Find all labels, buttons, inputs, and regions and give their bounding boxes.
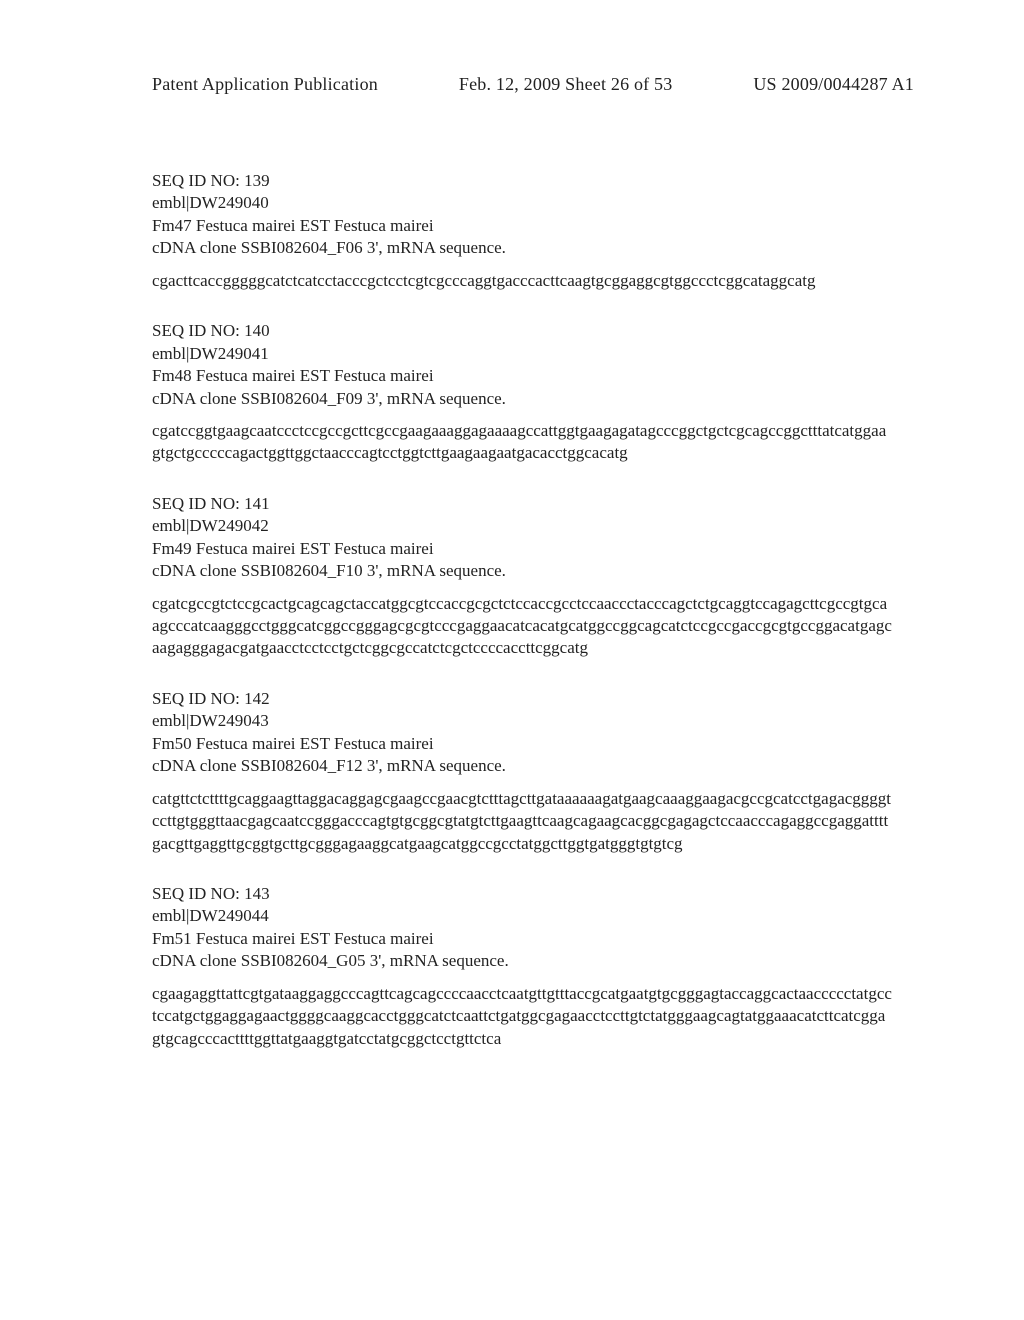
- clone-line: cDNA clone SSBI082604_F06 3', mRNA seque…: [152, 237, 892, 259]
- sequence-entry: SEQ ID NO: 141 embl|DW249042 Fm49 Festuc…: [152, 493, 892, 660]
- sequence-entry: SEQ ID NO: 140 embl|DW249041 Fm48 Festuc…: [152, 320, 892, 465]
- sequence-entry: SEQ ID NO: 143 embl|DW249044 Fm51 Festuc…: [152, 883, 892, 1050]
- accession-line: embl|DW249043: [152, 710, 892, 732]
- sequence-meta: SEQ ID NO: 139 embl|DW249040 Fm47 Festuc…: [152, 170, 892, 260]
- accession-line: embl|DW249040: [152, 192, 892, 214]
- accession-line: embl|DW249041: [152, 343, 892, 365]
- clone-line: cDNA clone SSBI082604_F09 3', mRNA seque…: [152, 388, 892, 410]
- clone-line: cDNA clone SSBI082604_F10 3', mRNA seque…: [152, 560, 892, 582]
- header-center: Feb. 12, 2009 Sheet 26 of 53: [459, 74, 673, 95]
- header-left: Patent Application Publication: [152, 74, 378, 95]
- page: Patent Application Publication Feb. 12, …: [0, 0, 1024, 1320]
- seq-id-line: SEQ ID NO: 139: [152, 170, 892, 192]
- descriptor-line: Fm50 Festuca mairei EST Festuca mairei: [152, 733, 892, 755]
- sequence-entry: SEQ ID NO: 142 embl|DW249043 Fm50 Festuc…: [152, 688, 892, 855]
- sequence-entry: SEQ ID NO: 139 embl|DW249040 Fm47 Festuc…: [152, 170, 892, 292]
- sequence-text: cgaagaggttattcgtgataaggaggcccagttcagcagc…: [152, 983, 892, 1050]
- sequence-text: cgatccggtgaagcaatccctccgccgcttcgccgaagaa…: [152, 420, 892, 465]
- sequence-text: cgacttcaccgggggcatctcatcctacccgctcctcgtc…: [152, 270, 892, 292]
- sequence-meta: SEQ ID NO: 140 embl|DW249041 Fm48 Festuc…: [152, 320, 892, 410]
- accession-line: embl|DW249042: [152, 515, 892, 537]
- sequence-text: cgatcgccgtctccgcactgcagcagctaccatggcgtcc…: [152, 593, 892, 660]
- sequence-meta: SEQ ID NO: 143 embl|DW249044 Fm51 Festuc…: [152, 883, 892, 973]
- clone-line: cDNA clone SSBI082604_G05 3', mRNA seque…: [152, 950, 892, 972]
- seq-id-line: SEQ ID NO: 142: [152, 688, 892, 710]
- descriptor-line: Fm49 Festuca mairei EST Festuca mairei: [152, 538, 892, 560]
- document-body: SEQ ID NO: 139 embl|DW249040 Fm47 Festuc…: [152, 170, 892, 1078]
- descriptor-line: Fm47 Festuca mairei EST Festuca mairei: [152, 215, 892, 237]
- header-right: US 2009/0044287 A1: [753, 74, 914, 95]
- seq-id-line: SEQ ID NO: 140: [152, 320, 892, 342]
- seq-id-line: SEQ ID NO: 141: [152, 493, 892, 515]
- sequence-meta: SEQ ID NO: 141 embl|DW249042 Fm49 Festuc…: [152, 493, 892, 583]
- descriptor-line: Fm48 Festuca mairei EST Festuca mairei: [152, 365, 892, 387]
- seq-id-line: SEQ ID NO: 143: [152, 883, 892, 905]
- page-header: Patent Application Publication Feb. 12, …: [0, 74, 1024, 95]
- sequence-meta: SEQ ID NO: 142 embl|DW249043 Fm50 Festuc…: [152, 688, 892, 778]
- sequence-text: catgttctcttttgcaggaagttaggacaggagcgaagcc…: [152, 788, 892, 855]
- clone-line: cDNA clone SSBI082604_F12 3', mRNA seque…: [152, 755, 892, 777]
- descriptor-line: Fm51 Festuca mairei EST Festuca mairei: [152, 928, 892, 950]
- accession-line: embl|DW249044: [152, 905, 892, 927]
